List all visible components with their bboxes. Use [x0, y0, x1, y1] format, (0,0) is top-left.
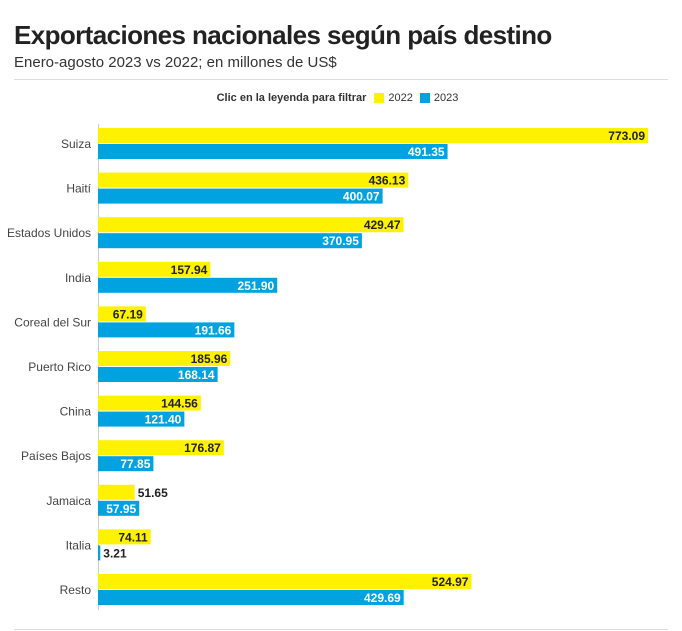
data-label-2022-india: 157.94 — [171, 263, 208, 277]
data-label-2022-estados-unidos: 429.47 — [364, 218, 401, 232]
data-label-2023-estados-unidos: 370.95 — [322, 234, 359, 248]
bar-2023-china — [98, 411, 185, 427]
category-label-haiti: Haití — [66, 182, 91, 196]
legend-item-2023[interactable]: 2023 — [419, 92, 459, 104]
category-label-resto: Resto — [60, 583, 92, 597]
legend-label-2022: 2022 — [388, 92, 413, 104]
bar-2022-haiti — [98, 172, 409, 188]
data-label-2022-paises-bajos: 176.87 — [184, 441, 221, 455]
chart-title: Exportaciones nacionales según país dest… — [14, 20, 552, 50]
data-label-2022-resto: 524.97 — [432, 575, 469, 589]
bar-2022-resto — [98, 574, 472, 589]
data-label-2022-haiti: 436.13 — [369, 174, 406, 188]
data-label-2023-india: 251.90 — [238, 279, 275, 293]
data-label-2023-coreal-del-sur: 191.66 — [195, 323, 232, 337]
bar-2022-india — [98, 261, 211, 277]
bar-2023-paises-bajos — [98, 456, 154, 472]
bar-2023-jamaica — [98, 500, 140, 516]
data-label-2023-paises-bajos: 77.85 — [120, 457, 150, 471]
bar-2022-suiza — [98, 128, 648, 143]
legend-item-2022[interactable]: 2022 — [374, 92, 413, 104]
bar-2023-puerto-rico — [98, 367, 218, 382]
data-label-2022-puerto-rico: 185.96 — [191, 352, 228, 366]
bar-2022-estados-unidos — [98, 217, 404, 233]
category-label-china: China — [60, 405, 92, 419]
legend-swatch-2023 — [419, 93, 430, 103]
bar-2022-jamaica — [98, 484, 135, 500]
data-label-2023-puerto-rico: 168.14 — [178, 368, 215, 382]
category-label-paises-bajos: Países Bajos — [21, 449, 91, 463]
data-label-2023-resto: 429.69 — [364, 591, 401, 605]
data-label-2022-suiza: 773.09 — [608, 129, 645, 143]
data-label-2023-china: 121.40 — [145, 413, 182, 427]
bar-2023-india — [98, 277, 278, 293]
bar-2022-italia — [98, 529, 151, 545]
bar-2023-coreal-del-sur — [98, 322, 235, 338]
bar-2022-puerto-rico — [98, 351, 231, 366]
legend-hint: Clic en la leyenda para filtrar — [216, 92, 367, 104]
data-label-2023-italia: 3.21 — [103, 546, 127, 560]
bottom-divider — [14, 629, 668, 630]
legend-swatch-2022 — [374, 93, 385, 103]
data-label-2023-suiza: 491.35 — [408, 145, 445, 159]
category-label-suiza: Suiza — [61, 137, 91, 151]
bar-2022-paises-bajos — [98, 440, 224, 456]
category-label-puerto-rico: Puerto Rico — [28, 360, 91, 374]
data-label-2022-jamaica: 51.65 — [138, 486, 168, 500]
category-label-estados-unidos: Estados Unidos — [7, 226, 91, 240]
bar-2023-italia — [98, 545, 101, 561]
data-label-2022-coreal-del-sur: 67.19 — [113, 307, 143, 321]
data-label-2022-china: 144.56 — [161, 397, 198, 411]
data-label-2023-jamaica: 57.95 — [106, 502, 136, 516]
bar-2023-suiza — [98, 144, 448, 159]
bar-2023-estados-unidos — [98, 233, 362, 249]
category-label-coreal-del-sur: Coreal del Sur — [14, 315, 91, 329]
bar-2023-haiti — [98, 188, 383, 204]
chart-subtitle: Enero-agosto 2023 vs 2022; en millones d… — [14, 54, 337, 71]
data-label-2023-haiti: 400.07 — [343, 190, 380, 204]
data-label-2022-italia: 74.11 — [118, 530, 148, 544]
category-label-india: India — [65, 271, 91, 285]
bar-2023-resto — [98, 590, 404, 605]
chart-legend: Clic en la leyenda para filtrar 2022 202… — [0, 90, 682, 106]
category-label-italia: Italia — [66, 538, 92, 552]
legend-label-2023: 2023 — [433, 92, 459, 104]
top-divider — [14, 79, 668, 80]
category-label-jamaica: Jamaica — [46, 494, 91, 508]
bar-2022-coreal-del-sur — [98, 306, 146, 322]
bar-2022-china — [98, 395, 201, 411]
